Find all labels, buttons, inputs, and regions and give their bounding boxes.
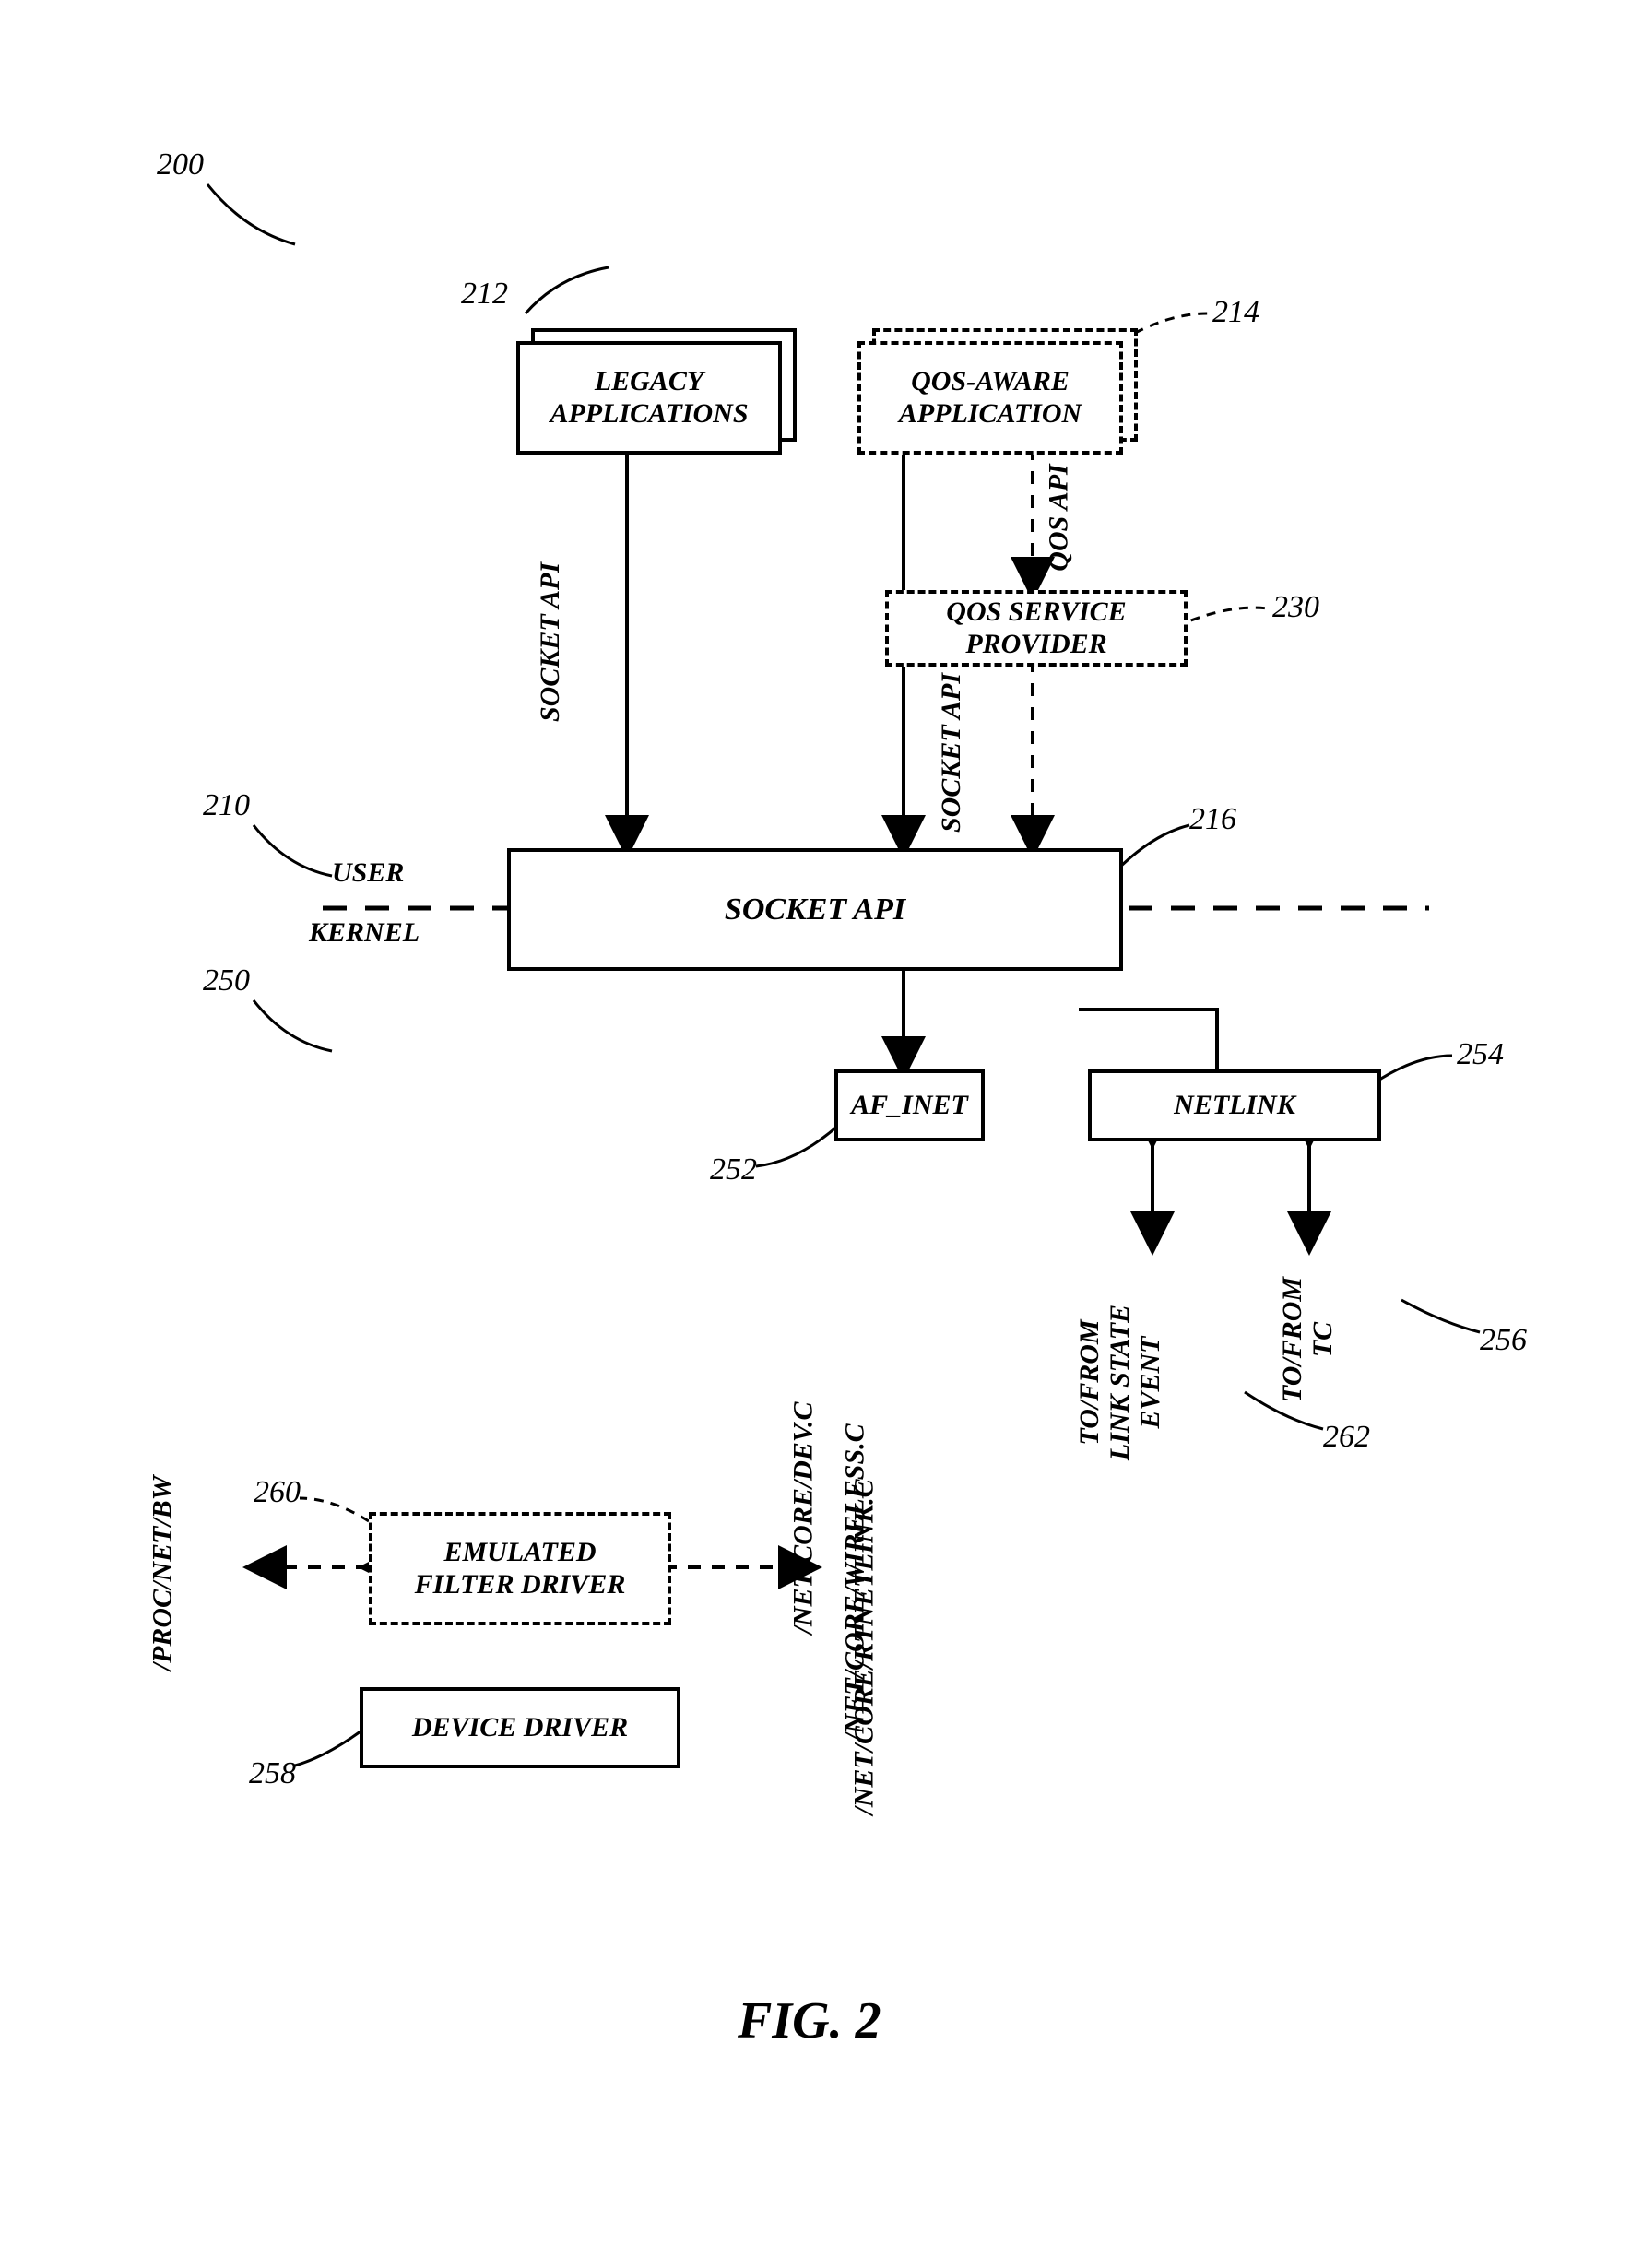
- ref-216: 216: [1189, 802, 1236, 837]
- to-from-tc-label: TO/FROM TC: [1277, 1277, 1338, 1402]
- legacy-applications-box: LEGACY APPLICATIONS: [516, 341, 782, 455]
- diagram-canvas: LEGACY APPLICATIONS QOS-AWARE APPLICATIO…: [37, 37, 1604, 2231]
- ref-254: 254: [1457, 1037, 1504, 1072]
- ref-256: 256: [1480, 1323, 1527, 1358]
- af-inet-box: AF_INET: [834, 1069, 985, 1141]
- ref-214: 214: [1212, 295, 1259, 330]
- figure-label: FIG. 2: [738, 1991, 881, 2050]
- link-state-event-label: TO/FROM LINK STATE EVENT: [1074, 1305, 1165, 1460]
- ref-258: 258: [249, 1756, 296, 1791]
- proc-net-bw-label: /PROC/NET/BW: [147, 1476, 177, 1671]
- qos-aware-application-box: QOS-AWARE APPLICATION: [857, 341, 1123, 455]
- ref-250: 250: [203, 963, 250, 998]
- socket-api-box: SOCKET API: [507, 848, 1123, 971]
- user-label: USER: [332, 857, 404, 888]
- ref-200: 200: [157, 148, 204, 183]
- socket-api-right-label: SOCKET API: [936, 673, 966, 833]
- qos-api-label: QOS API: [1044, 464, 1074, 571]
- ref-210: 210: [203, 788, 250, 823]
- qos-service-provider-box: QOS SERVICE PROVIDER: [885, 590, 1188, 667]
- emulated-filter-driver-box: EMULATED FILTER DRIVER: [369, 1512, 671, 1625]
- socket-api-left-label: SOCKET API: [535, 562, 565, 722]
- ref-262: 262: [1323, 1420, 1370, 1455]
- netcore-dev-label: /NET/CORE/DEV.C: [788, 1401, 819, 1634]
- ref-212: 212: [461, 277, 508, 312]
- kernel-label: KERNEL: [309, 917, 420, 948]
- netcore-rtnetlink-label: /NET/CORE/RTNETLINK.C: [849, 1479, 880, 1814]
- netlink-box: NETLINK: [1088, 1069, 1381, 1141]
- ref-230: 230: [1272, 590, 1319, 625]
- ref-252: 252: [710, 1152, 757, 1187]
- device-driver-box: DEVICE DRIVER: [360, 1687, 680, 1768]
- ref-260: 260: [254, 1475, 301, 1510]
